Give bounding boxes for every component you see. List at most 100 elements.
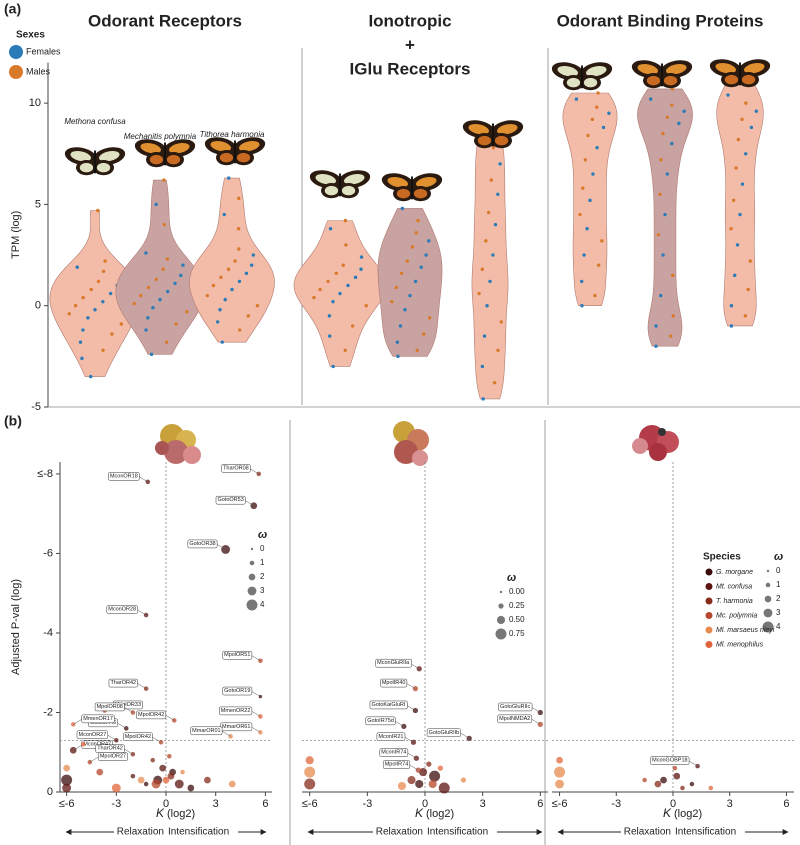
expression-dot	[108, 291, 113, 296]
x-tick-label: 0	[422, 798, 428, 810]
expression-dot	[480, 267, 485, 271]
butterfly-icon	[631, 60, 693, 89]
expression-dot	[164, 340, 169, 344]
violin-shape	[471, 131, 509, 400]
selection-point	[63, 764, 70, 772]
x-tick-label: 0	[163, 798, 169, 810]
expression-dot	[496, 348, 500, 352]
selection-point	[159, 764, 167, 772]
label-box	[98, 752, 128, 761]
expression-dot	[668, 334, 673, 338]
legend-label: Males	[26, 66, 51, 76]
expression-dot	[731, 198, 736, 203]
expression-dot	[162, 178, 166, 182]
wing-patch	[724, 74, 739, 85]
size-legend-swatch	[763, 608, 773, 618]
expression-dot	[139, 293, 143, 298]
wing-patch	[665, 64, 687, 75]
expression-dot	[101, 348, 105, 352]
expression-dot	[343, 348, 347, 352]
label-box	[426, 728, 461, 738]
direction-label: Relaxation	[117, 827, 164, 838]
selection-point	[555, 779, 564, 789]
expression-dot	[154, 202, 158, 207]
expression-dot	[485, 304, 489, 308]
x-tick-label: 0	[670, 798, 676, 810]
expression-dot	[233, 259, 237, 263]
butterfly-icon	[551, 62, 613, 91]
expression-dot	[334, 271, 338, 275]
expression-dot	[246, 314, 250, 318]
selection-point	[673, 772, 681, 780]
size-legend-title: ω	[774, 551, 783, 563]
legend-swatch	[705, 597, 713, 605]
expression-dot	[166, 289, 170, 294]
expression-dot	[318, 287, 322, 292]
size-legend-swatch	[495, 628, 507, 640]
x-axis-symbol: K	[415, 806, 424, 820]
label-box	[81, 714, 115, 724]
selection-point	[61, 774, 73, 786]
selection-point	[428, 779, 437, 789]
expression-dot	[682, 109, 686, 113]
selection-point	[96, 768, 104, 776]
expression-dot	[211, 283, 216, 288]
expression-dot	[415, 348, 419, 352]
direction-label: Relaxation	[624, 827, 671, 838]
expression-dot	[491, 253, 495, 257]
expression-dot	[331, 364, 335, 369]
point-label: MmenOR17	[83, 716, 113, 722]
selection-point	[415, 779, 424, 789]
expression-dot	[338, 291, 342, 296]
expression-dot	[582, 253, 586, 257]
size-legend-label: 0.25	[509, 601, 525, 610]
legend-label: Mc. polymnia	[716, 612, 757, 619]
legend-label: Mt. confusa	[716, 583, 752, 590]
selection-point	[167, 772, 175, 780]
expression-dot	[205, 293, 210, 298]
selection-point	[228, 780, 236, 788]
expression-dot	[395, 340, 400, 344]
size-legend-label: 3	[260, 586, 265, 595]
wing-patch	[741, 74, 756, 85]
y-tick-label: ≤-8	[37, 468, 53, 480]
point-label: MpolOR51	[224, 652, 250, 658]
expression-dot	[146, 316, 150, 320]
size-legend-swatch	[498, 603, 504, 609]
selection-point	[556, 756, 563, 764]
expression-dot	[671, 314, 675, 318]
selection-point	[407, 776, 416, 785]
expression-dot	[735, 243, 740, 247]
expression-dot	[81, 328, 85, 332]
selection-point	[554, 766, 566, 778]
point-label: GotoOR19	[224, 688, 250, 694]
x-tick-label: -3	[111, 798, 121, 810]
expression-dot	[86, 316, 90, 320]
expression-dot	[661, 253, 665, 257]
expression-dot	[158, 297, 162, 302]
expression-dot	[740, 182, 745, 186]
group-title: Odorant Receptors	[88, 11, 242, 30]
expression-dot	[585, 227, 589, 231]
selection-point	[69, 746, 77, 754]
expression-dot	[215, 320, 220, 324]
label-box	[136, 710, 167, 720]
wing-patch	[324, 185, 339, 196]
expression-dot	[399, 271, 404, 275]
x-axis-symbol: K	[156, 806, 165, 820]
point-label: GotoIR75d	[367, 718, 394, 724]
expression-dot	[80, 356, 84, 361]
size-legend-swatch	[764, 595, 772, 603]
expression-dot	[416, 218, 420, 223]
expression-dot	[346, 283, 350, 288]
expression-dot	[237, 196, 241, 201]
expression-dot	[251, 253, 256, 257]
point-label: GotoOR53	[217, 497, 243, 503]
expression-dot	[249, 263, 254, 267]
selection-point	[672, 765, 678, 771]
wing-patch	[396, 188, 411, 199]
point-label: MconGOBP18	[652, 758, 687, 764]
size-legend-swatch	[247, 586, 257, 596]
expression-dot	[359, 255, 364, 259]
